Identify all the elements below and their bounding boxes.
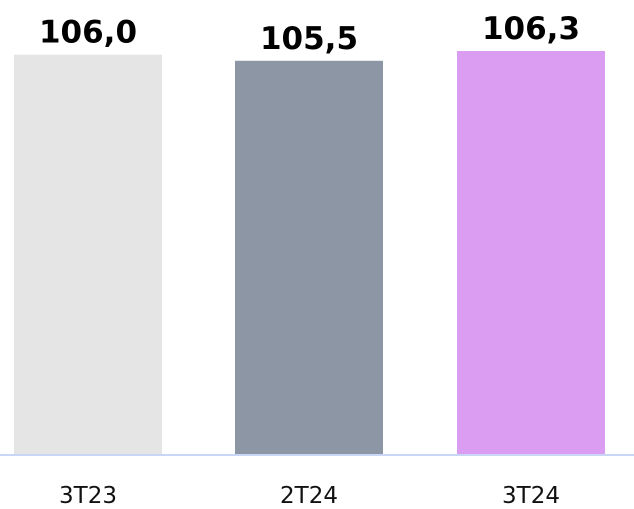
category-label-2T24: 2T24	[280, 483, 338, 509]
category-labels-group: 3T23 2T24 3T24	[59, 483, 560, 509]
value-label-2T24: 105,5	[260, 21, 358, 57]
value-labels-group: 106,0 105,5 106,3	[39, 11, 580, 57]
category-label-3T23: 3T23	[59, 483, 117, 509]
bars-group	[14, 51, 605, 456]
bar-2T24	[235, 60, 383, 456]
bar-3T24	[457, 51, 605, 455]
value-label-3T24: 106,3	[482, 11, 580, 47]
value-label-3T23: 106,0	[39, 15, 137, 51]
category-label-3T24: 3T24	[502, 483, 560, 509]
bar-3T23	[14, 54, 162, 456]
